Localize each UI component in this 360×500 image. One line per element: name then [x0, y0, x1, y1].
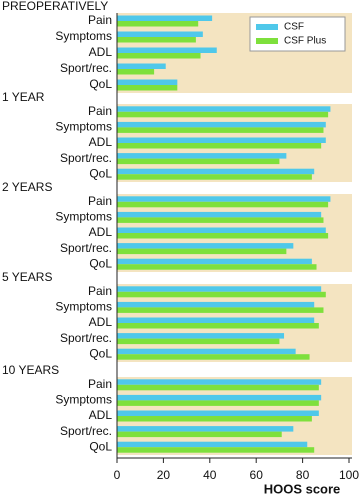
bar: [117, 426, 294, 432]
bar: [117, 233, 329, 239]
category-label: Symptoms: [55, 393, 112, 407]
legend-box: [249, 16, 346, 52]
legend-label: CSF: [284, 22, 304, 33]
bar: [117, 400, 319, 406]
bar: [117, 227, 326, 233]
category-label: Symptoms: [55, 29, 112, 43]
group-title: 10 YEARS: [2, 363, 59, 377]
group-title: PREOPERATIVELY: [2, 0, 108, 13]
group-title: 2 YEARS: [2, 180, 52, 194]
bar: [117, 37, 196, 43]
bar: [117, 431, 282, 438]
bar: [117, 174, 312, 180]
bar: [117, 286, 322, 292]
bar: [117, 243, 294, 249]
category-label: ADL: [89, 408, 113, 422]
category-label: Sport/rec.: [60, 424, 112, 438]
bar: [117, 201, 329, 208]
bar: [117, 258, 312, 265]
x-tick-label: 20: [157, 468, 171, 482]
category-label: Sport/rec.: [60, 151, 112, 165]
bar: [117, 31, 203, 37]
category-label: Symptoms: [55, 120, 112, 134]
bar: [117, 264, 317, 270]
category-label: Sport/rec.: [60, 61, 112, 75]
category-label: Symptoms: [55, 300, 112, 314]
category-label: Symptoms: [55, 210, 112, 224]
bar: [117, 15, 213, 21]
category-label: Pain: [88, 194, 112, 208]
group-title: 1 YEAR: [2, 90, 45, 104]
category-label: Pain: [88, 104, 112, 118]
category-label: Sport/rec.: [60, 241, 112, 255]
bar: [117, 158, 280, 165]
category-label: Pain: [88, 284, 112, 298]
category-label: QoL: [89, 256, 112, 270]
category-label: ADL: [89, 45, 113, 59]
category-label: Pain: [88, 377, 112, 391]
bar: [117, 121, 326, 128]
category-label: Pain: [88, 13, 112, 27]
bar: [117, 416, 312, 422]
category-label: QoL: [89, 166, 112, 180]
x-tick-label: 80: [296, 468, 310, 482]
x-tick-label: 40: [203, 468, 217, 482]
category-label: QoL: [89, 439, 112, 453]
bar: [117, 53, 201, 59]
bar: [117, 384, 319, 391]
legend-swatch: [256, 38, 278, 44]
bar: [117, 394, 322, 401]
bar: [117, 21, 199, 27]
x-tick-label: 100: [339, 468, 359, 482]
x-tick-label: 60: [250, 468, 264, 482]
bar: [117, 211, 322, 218]
bar: [117, 196, 331, 202]
x-axis-title: HOOS score: [264, 481, 341, 496]
legend-swatch: [256, 24, 278, 30]
bar: [117, 47, 217, 53]
bar: [117, 127, 324, 133]
bar: [117, 153, 287, 159]
category-label: ADL: [89, 315, 113, 329]
legend-label: CSF Plus: [284, 36, 326, 47]
category-label: ADL: [89, 225, 113, 239]
bar: [117, 317, 315, 323]
category-label: QoL: [89, 77, 112, 91]
bar: [117, 248, 287, 255]
bar: [117, 69, 155, 75]
bar: [117, 217, 324, 223]
bar: [117, 137, 326, 143]
category-label: ADL: [89, 135, 113, 149]
bar: [117, 168, 315, 175]
bar: [117, 85, 178, 91]
bar: [117, 354, 310, 360]
bar: [117, 307, 324, 313]
x-tick-label: 0: [114, 468, 121, 482]
bar: [117, 338, 280, 345]
bar: [117, 79, 178, 85]
bar: [117, 333, 285, 339]
category-label: QoL: [89, 346, 112, 360]
bar: [117, 323, 319, 329]
bar: [117, 441, 308, 448]
bar: [117, 106, 331, 112]
bar: [117, 447, 315, 453]
bar: [117, 301, 315, 308]
bar: [117, 63, 166, 69]
bar: [117, 143, 322, 149]
group-title: 5 YEARS: [2, 270, 52, 284]
bar: [117, 379, 322, 385]
bar: [117, 291, 326, 298]
bar: [117, 111, 329, 118]
category-label: Sport/rec.: [60, 331, 112, 345]
bar: [117, 348, 296, 355]
bar: [117, 410, 319, 416]
